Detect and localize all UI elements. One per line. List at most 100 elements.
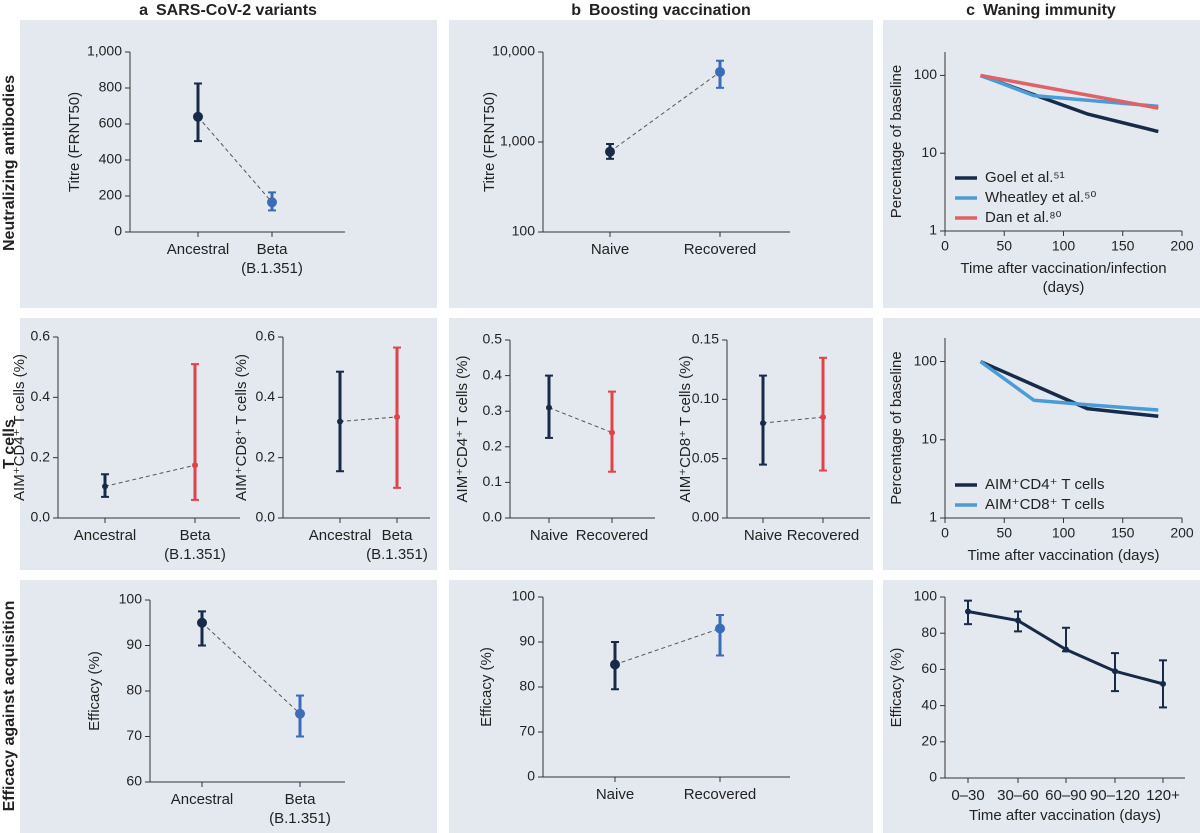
y-tick-label: 80 [126,682,142,698]
y-tick-label: 1 [929,509,937,525]
x-tick-label: 0–30 [951,787,984,804]
connector-line [339,416,398,422]
y-tick-label: 800 [99,79,123,95]
y-tick-label: 600 [99,115,123,131]
point [610,659,620,670]
y-tick-label: 100 [512,588,536,604]
y-tick-label: 1,000 [87,43,122,59]
panel [20,580,437,833]
panels [20,20,1200,833]
y-axis-label: AIM⁺CD8⁺ T cells (%) [677,356,694,503]
x-axis-label: (days) [1043,279,1085,296]
x-tick-label: 200 [1170,525,1194,541]
y-tick-label: 0.2 [483,438,503,454]
x-tick-label: 50 [996,238,1012,254]
connector-line [762,416,824,424]
point [337,418,343,425]
connector-line [197,116,273,203]
y-tick-label: 1 [929,222,937,238]
x-tick-label: Ancestral [74,527,137,544]
y-tick-label: 0.6 [256,328,276,344]
x-tick-label: Naive [744,527,782,544]
y-tick-label: 0.2 [256,448,276,464]
y-axis-label: Titre (FRNT50) [66,92,83,192]
connector-line [201,622,301,715]
y-tick-label: 100 [914,352,938,368]
y-tick-label: 0.6 [31,328,51,344]
point [192,462,198,469]
series-line [979,360,1159,412]
y-tick-label: 60 [921,660,937,676]
y-axis-label: Percentage of baseline [888,351,905,504]
y-tick-label: 80 [519,678,535,694]
y-tick-label: 10,000 [492,43,535,59]
y-tick-label: 100 [512,223,536,239]
x-tick-label: 30–60 [997,787,1039,804]
y-tick-label: 0.0 [31,509,51,525]
legend-label: Wheatley et al.⁵⁰ [985,189,1096,206]
y-axis-label: AIM⁺CD8⁺ T cells (%) [233,354,250,501]
y-tick-label: 0 [527,768,535,784]
point [715,66,725,77]
y-tick-label: 80 [921,624,937,640]
y-tick-label: 0.0 [256,509,276,525]
y-axis-label: Efficacy (%) [888,648,905,728]
panel [20,20,437,308]
column-title: SARS-CoV-2 variants [156,2,317,19]
y-tick-label: 90 [126,636,142,652]
x-axis-label: Time after vaccination/infection [960,260,1166,277]
y-tick-label: 10 [921,430,937,446]
y-tick-label: 0.05 [692,449,719,465]
y-axis-label: Percentage of baseline [888,65,905,218]
series-line [980,73,1159,110]
y-tick-label: 90 [519,633,535,649]
y-tick-label: 100 [914,66,938,82]
y-tick-label: 20 [921,733,937,749]
legend-label: Dan et al.⁸⁰ [985,209,1062,226]
y-tick-label: 100 [119,591,143,607]
x-tick-label: Naive [530,527,568,544]
panel [20,318,437,570]
x-tick-label: Recovered [576,527,649,544]
panel [883,580,1200,833]
x-tick-label: 60–90 [1045,787,1087,804]
point [715,623,725,634]
point [546,404,552,411]
x-tick-label: Ancestral [309,527,372,544]
y-tick-label: 40 [921,696,937,712]
y-axis-label: AIM⁺CD4⁺ T cells (%) [11,354,28,501]
y-tick-label: 70 [519,723,535,739]
y-axis-label: AIM⁺CD4⁺ T cells (%) [454,356,471,503]
point [609,429,615,436]
x-tick-label: 0 [941,525,949,541]
y-tick-label: 200 [99,187,123,203]
y-tick-label: 0.4 [31,388,51,404]
point [1063,646,1069,653]
y-tick-label: 0.00 [692,509,719,525]
panel [883,318,1200,570]
y-tick-label: 0.0 [483,509,503,525]
x-tick-label: 50 [996,525,1012,541]
x-tick-label: Recovered [787,527,860,544]
panel [883,20,1200,308]
point [1160,680,1166,687]
connector-line [614,628,721,665]
x-tick-label: 90–120 [1090,787,1140,804]
row-label: Efficacy against acquisition [1,601,18,812]
point [197,617,207,628]
column-header: c Waning immunity [966,2,1116,19]
row-label: T cells [1,419,18,469]
x-tick-label: (B.1.351) [269,810,331,827]
legend-label: AIM⁺CD4⁺ T cells [985,476,1104,493]
column-title: Boosting vaccination [589,2,751,19]
point [193,111,203,122]
connector-line [609,71,721,153]
point [965,608,971,615]
y-tick-label: 1,000 [500,133,535,149]
panel-letter: a [139,2,148,19]
column-title: Waning immunity [983,2,1116,19]
point [1112,668,1118,675]
column-header: b Boosting vaccination [571,2,751,19]
